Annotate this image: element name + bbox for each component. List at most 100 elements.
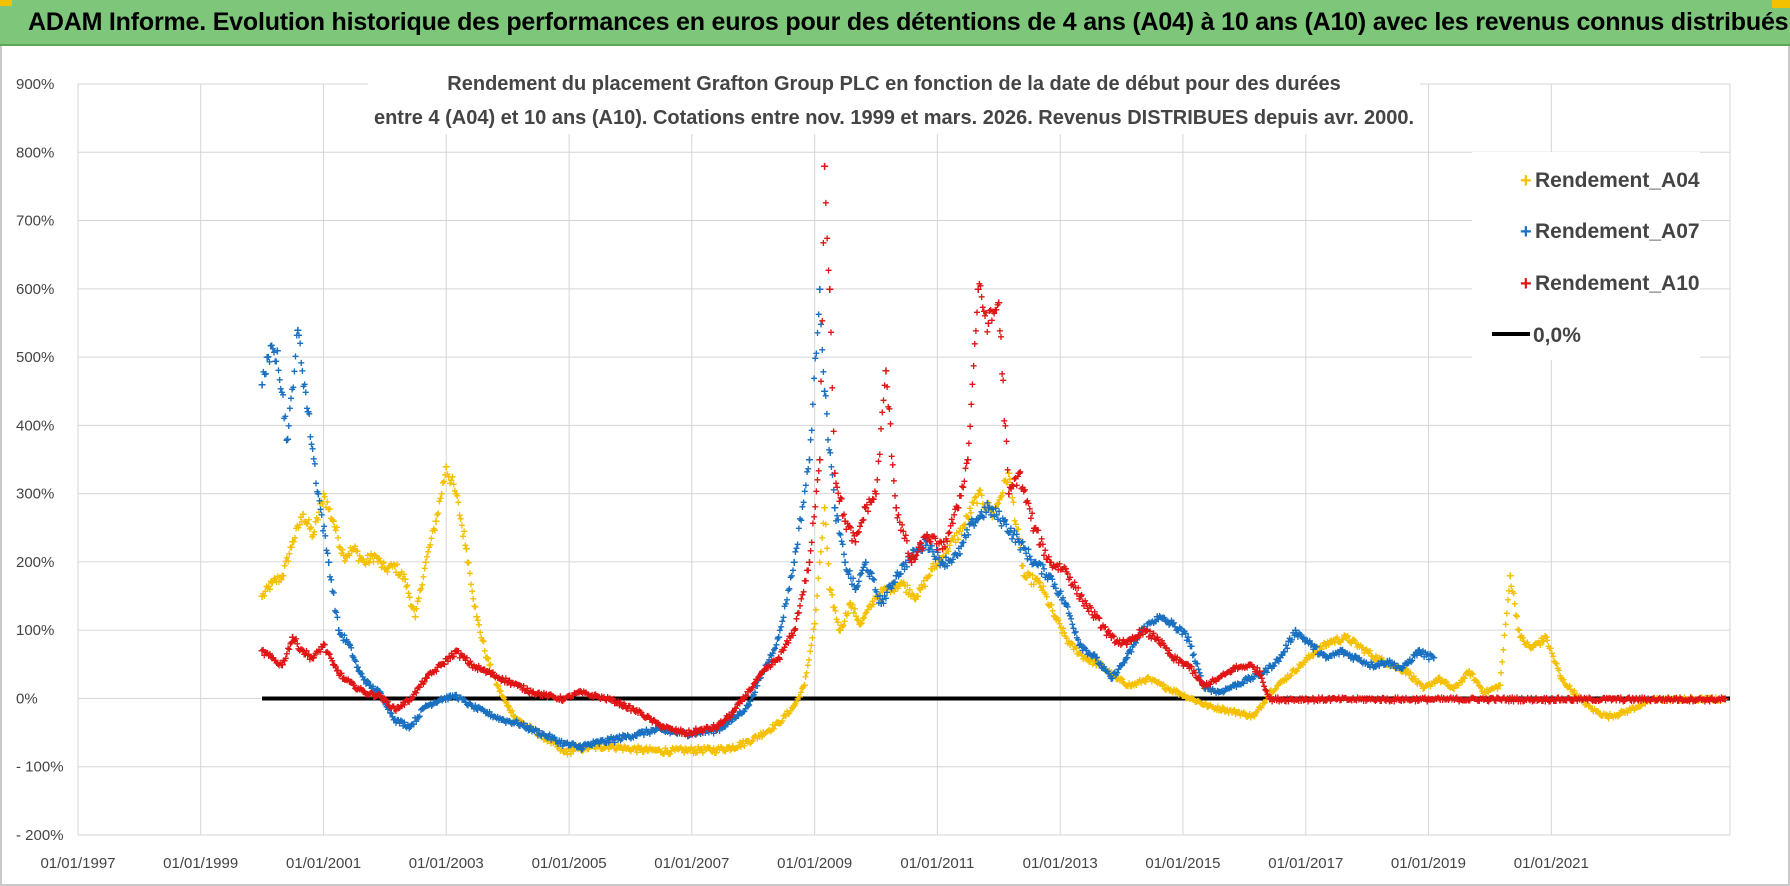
data-marker: + (834, 615, 841, 629)
data-marker: + (384, 565, 391, 579)
data-marker: + (518, 715, 525, 729)
data-marker: + (1286, 669, 1293, 683)
data-marker: + (787, 704, 794, 718)
data-marker: + (355, 554, 362, 568)
data-marker: + (1372, 649, 1379, 663)
data-marker: + (1068, 636, 1075, 650)
data-marker: + (1449, 681, 1456, 695)
data-marker: + (642, 742, 649, 756)
data-point: + (1343, 629, 1351, 645)
data-marker: + (1014, 522, 1021, 536)
data-marker: + (905, 587, 912, 601)
data-marker: + (702, 743, 709, 757)
data-marker: + (385, 561, 392, 575)
data-marker: + (462, 538, 469, 552)
data-marker: + (881, 581, 888, 595)
data-marker: + (1288, 669, 1295, 683)
data-marker: + (1071, 640, 1078, 654)
data-marker: + (1487, 683, 1494, 697)
data-marker: + (648, 742, 655, 756)
data-marker: + (395, 568, 402, 582)
data-marker: + (874, 473, 881, 487)
data-marker: + (467, 577, 474, 591)
y-tick-label: 200% (16, 554, 54, 571)
data-marker: + (1123, 679, 1130, 693)
data-marker: + (1277, 675, 1284, 689)
data-marker: + (1394, 662, 1401, 676)
data-marker: + (694, 745, 701, 759)
data-marker: + (1073, 641, 1080, 655)
data-point: + (1066, 636, 1074, 652)
data-marker: + (785, 707, 792, 721)
data-marker: + (1290, 662, 1297, 676)
data-marker: + (1591, 702, 1598, 716)
data-marker: + (1498, 666, 1505, 680)
data-marker: + (685, 742, 692, 756)
data-point: + (350, 540, 358, 556)
data-marker: + (886, 581, 893, 595)
data-marker: + (1551, 654, 1558, 668)
data-marker: + (449, 470, 456, 484)
data-marker: + (1302, 653, 1309, 667)
data-marker: + (638, 741, 645, 755)
data-marker: + (1060, 621, 1067, 635)
data-marker: + (1337, 636, 1344, 650)
data-marker: + (614, 742, 621, 756)
data-marker: + (1289, 664, 1296, 678)
data-marker: + (833, 613, 840, 627)
data-marker: + (311, 525, 318, 539)
data-marker: + (716, 743, 723, 757)
data-marker: + (795, 690, 802, 704)
data-marker: + (759, 730, 766, 744)
data-marker: + (397, 567, 404, 581)
data-marker: + (1226, 704, 1233, 718)
data-marker: + (705, 741, 712, 755)
data-marker: + (1020, 559, 1027, 573)
data-marker: + (708, 744, 715, 758)
data-marker: + (822, 517, 829, 531)
data-marker: + (363, 555, 370, 569)
data-marker: + (370, 555, 377, 569)
data-marker: + (464, 556, 471, 570)
data-marker: + (1301, 656, 1308, 670)
data-marker: + (968, 398, 975, 412)
data-marker: + (1181, 688, 1188, 702)
data-marker: + (911, 592, 918, 606)
data-marker: + (867, 598, 874, 612)
data-point: + (1281, 670, 1289, 686)
data-marker: + (687, 744, 694, 758)
data-marker: + (756, 730, 763, 744)
data-marker: + (839, 620, 846, 634)
data-marker: + (1545, 639, 1552, 653)
data-marker: + (1028, 578, 1035, 592)
data-marker: + (1037, 580, 1044, 594)
data-marker: + (845, 607, 852, 621)
data-marker: + (1118, 672, 1125, 686)
data-point: + (560, 744, 568, 760)
data-marker: + (817, 545, 824, 559)
data-marker: + (931, 562, 938, 576)
data-marker: + (927, 562, 934, 576)
data-marker: + (715, 740, 722, 754)
data-marker: + (1130, 678, 1137, 692)
x-tick-label: 01/01/2017 (1268, 855, 1343, 872)
data-marker: + (863, 606, 870, 620)
data-point: + (1296, 656, 1304, 672)
data-marker: + (1541, 629, 1548, 643)
data-marker: + (962, 518, 969, 532)
data-marker: + (485, 652, 492, 666)
data-marker: + (965, 437, 972, 451)
data-marker: + (592, 742, 599, 756)
data-marker: + (1030, 578, 1037, 592)
data-point: + (1158, 677, 1166, 693)
data-marker: + (1094, 656, 1101, 670)
data-marker: + (720, 743, 727, 757)
data-marker: + (339, 543, 346, 557)
data-marker: + (838, 619, 845, 633)
data-marker: + (803, 666, 810, 680)
data-marker: + (1092, 654, 1099, 668)
data-marker: + (1264, 689, 1271, 703)
data-marker: + (1488, 682, 1495, 696)
data-marker: + (1317, 639, 1324, 653)
data-marker: + (1281, 674, 1288, 688)
